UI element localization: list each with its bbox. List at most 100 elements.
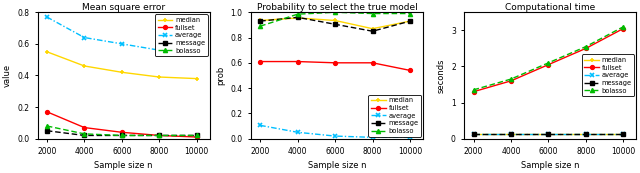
fullset	[507, 80, 515, 82]
median	[369, 28, 376, 30]
bolasso	[406, 12, 414, 15]
Y-axis label: seconds: seconds	[436, 58, 445, 93]
Line: fullset: fullset	[259, 60, 412, 72]
average	[369, 136, 376, 138]
Legend: median, fullset, average, message, bolasso: median, fullset, average, message, bolas…	[582, 54, 634, 96]
Line: fullset: fullset	[472, 27, 625, 94]
bolasso	[257, 25, 264, 27]
message	[332, 23, 339, 25]
bolasso	[332, 11, 339, 13]
bolasso	[118, 134, 125, 136]
average	[294, 131, 301, 133]
median	[545, 133, 552, 135]
average	[43, 16, 51, 18]
message	[470, 133, 477, 135]
X-axis label: Sample size n: Sample size n	[521, 162, 580, 171]
average	[81, 37, 88, 39]
X-axis label: Sample size n: Sample size n	[95, 162, 153, 171]
median	[507, 133, 515, 135]
Line: bolasso: bolasso	[45, 124, 199, 138]
average	[582, 133, 589, 135]
median	[582, 133, 589, 135]
Legend: median, fullset, average, message, bolasso: median, fullset, average, message, bolas…	[369, 95, 421, 137]
Title: Mean square error: Mean square error	[82, 2, 165, 11]
average	[507, 133, 515, 135]
median	[470, 133, 477, 135]
message	[43, 130, 51, 132]
Line: average: average	[44, 15, 199, 56]
median	[257, 19, 264, 21]
bolasso	[470, 89, 477, 91]
X-axis label: Sample size n: Sample size n	[308, 162, 366, 171]
bolasso	[193, 134, 200, 136]
bolasso	[369, 12, 376, 15]
bolasso	[582, 45, 589, 48]
average	[620, 133, 627, 135]
average	[545, 133, 552, 135]
Line: median: median	[258, 16, 412, 31]
message	[369, 30, 376, 32]
average	[118, 43, 125, 45]
fullset	[545, 64, 552, 66]
Line: fullset: fullset	[45, 110, 198, 139]
average	[470, 133, 477, 135]
message	[620, 133, 627, 135]
bolasso	[507, 78, 515, 80]
bolasso	[156, 134, 163, 136]
Line: average: average	[258, 123, 412, 140]
message	[257, 20, 264, 22]
bolasso	[43, 125, 51, 127]
median	[43, 51, 51, 53]
Y-axis label: prob: prob	[216, 66, 225, 85]
Line: median: median	[44, 49, 199, 81]
average	[406, 136, 414, 138]
fullset	[118, 131, 125, 133]
bolasso	[620, 26, 627, 28]
message	[81, 134, 88, 136]
median	[332, 19, 339, 21]
fullset	[470, 91, 477, 93]
fullset	[81, 126, 88, 129]
fullset	[43, 111, 51, 113]
message	[582, 133, 589, 135]
Line: message: message	[45, 129, 198, 137]
fullset	[332, 62, 339, 64]
average	[193, 52, 200, 54]
median	[81, 65, 88, 67]
fullset	[257, 61, 264, 63]
Line: bolasso: bolasso	[258, 10, 412, 28]
Line: median: median	[471, 132, 626, 137]
bolasso	[294, 13, 301, 15]
fullset	[369, 62, 376, 64]
average	[257, 124, 264, 126]
Line: average: average	[471, 132, 626, 137]
message	[545, 133, 552, 135]
median	[156, 76, 163, 78]
median	[620, 133, 627, 135]
bolasso	[81, 133, 88, 135]
fullset	[156, 134, 163, 136]
Y-axis label: value: value	[3, 64, 12, 87]
Line: message: message	[259, 15, 412, 33]
message	[193, 134, 200, 136]
Title: Computational time: Computational time	[505, 2, 595, 11]
Line: bolasso: bolasso	[472, 25, 625, 92]
bolasso	[545, 62, 552, 64]
Title: Probability to select the true model: Probability to select the true model	[257, 2, 417, 11]
fullset	[620, 28, 627, 30]
median	[406, 20, 414, 22]
fullset	[406, 69, 414, 71]
average	[332, 135, 339, 137]
average	[156, 49, 163, 51]
Line: message: message	[472, 132, 625, 136]
median	[118, 71, 125, 73]
message	[507, 133, 515, 135]
message	[294, 16, 301, 18]
median	[193, 78, 200, 80]
message	[156, 134, 163, 136]
median	[294, 17, 301, 19]
fullset	[193, 136, 200, 138]
fullset	[294, 61, 301, 63]
message	[406, 20, 414, 22]
fullset	[582, 47, 589, 49]
